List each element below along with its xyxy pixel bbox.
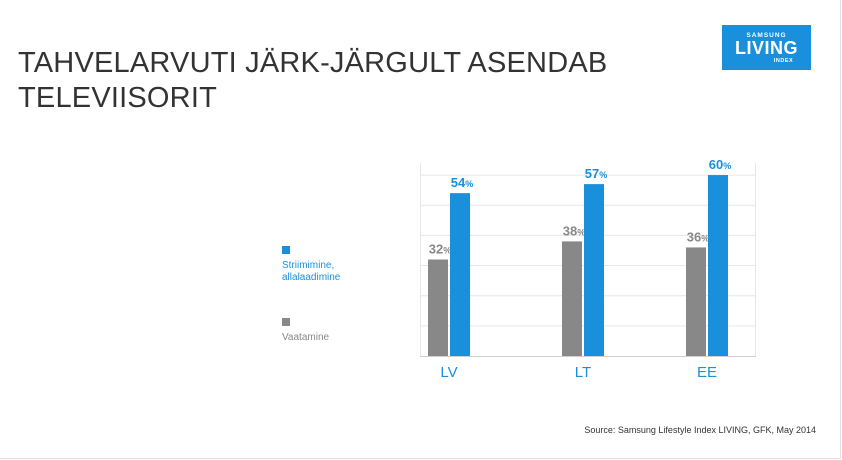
logo-name: LIVING	[734, 38, 798, 58]
data-label-watching-ee: 36%	[687, 229, 709, 244]
logo-brand: SAMSUNG	[746, 32, 787, 39]
bar-watching-lv	[428, 259, 448, 356]
legend-item-streaming: Striimimine, allalaadimine	[282, 246, 382, 284]
legend-label-streaming: Striimimine, allalaadimine	[282, 260, 341, 283]
data-label-streaming-lv: 54%	[451, 175, 473, 190]
bar-streaming-ee	[708, 175, 728, 356]
x-tick-label-ee: EE	[697, 364, 717, 381]
data-label-streaming-lt: 57%	[585, 166, 607, 181]
bar-watching-lt	[562, 241, 582, 356]
samsung-living-index-logo: SAMSUNG LIVING INDEX	[722, 25, 811, 70]
bar-watching-ee	[686, 247, 706, 356]
slide-title: TAHVELARVUTI JÄRK-JÄRGULT ASENDAB TELEVI…	[18, 46, 658, 116]
legend-swatch-watching	[282, 318, 290, 326]
data-label-streaming-ee: 60%	[709, 157, 731, 172]
logo-sub: INDEX	[773, 58, 794, 64]
data-label-watching-lv: 32%	[429, 242, 451, 257]
title-line-1: TAHVELARVUTI JÄRK-JÄRGULT ASENDAB	[18, 47, 608, 79]
x-tick-label-lv: LV	[440, 364, 457, 381]
x-tick-label-lt: LT	[575, 364, 591, 381]
bar-streaming-lt	[584, 184, 604, 356]
legend-swatch-streaming	[282, 246, 290, 254]
data-label-watching-lt: 38%	[563, 223, 585, 238]
legend-label-watching: Vaatamine	[282, 332, 330, 343]
title-line-2: TELEVIISORIT	[18, 82, 217, 114]
legend-item-watching: Vaatamine	[282, 318, 382, 344]
bar-streaming-lv	[450, 193, 470, 356]
source-note: Source: Samsung Lifestyle Index LIVING, …	[584, 425, 816, 435]
